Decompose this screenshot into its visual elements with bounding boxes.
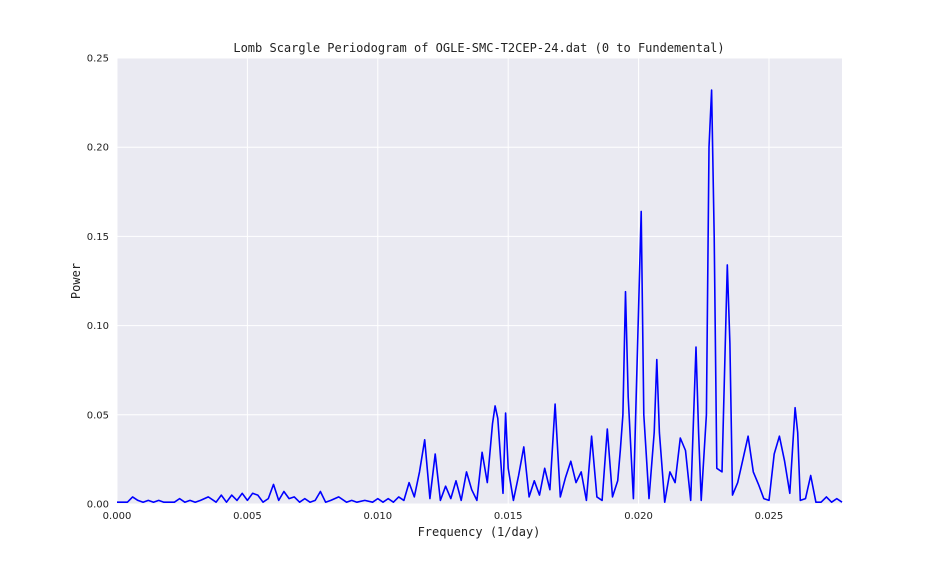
tick-labels: 0.000 0.005 0.010 0.015 0.020 0.025 0.00 0.05 0.… bbox=[87, 54, 784, 523]
y-tick-label: 0.10 bbox=[87, 321, 109, 332]
chart-title: Lomb Scargle Periodogram of OGLE-SMC-T2C… bbox=[233, 41, 724, 55]
x-tick-label: 0.025 bbox=[755, 511, 784, 522]
y-tick-label: 0.00 bbox=[87, 500, 109, 511]
x-tick-label: 0.000 bbox=[103, 511, 132, 522]
y-tick-label: 0.25 bbox=[87, 54, 109, 65]
y-tick-label: 0.15 bbox=[87, 232, 109, 243]
plot-area bbox=[117, 58, 842, 504]
y-tick-label: 0.20 bbox=[87, 143, 109, 154]
x-tick-label: 0.005 bbox=[233, 511, 262, 522]
x-tick-label: 0.015 bbox=[494, 511, 523, 522]
x-axis-label: Frequency (1/day) bbox=[418, 525, 541, 539]
x-tick-label: 0.020 bbox=[624, 511, 653, 522]
x-tick-label: 0.010 bbox=[363, 511, 392, 522]
power-series-line bbox=[117, 89, 843, 503]
y-tick-label: 0.05 bbox=[87, 410, 109, 421]
y-axis-label: Power bbox=[69, 263, 83, 299]
